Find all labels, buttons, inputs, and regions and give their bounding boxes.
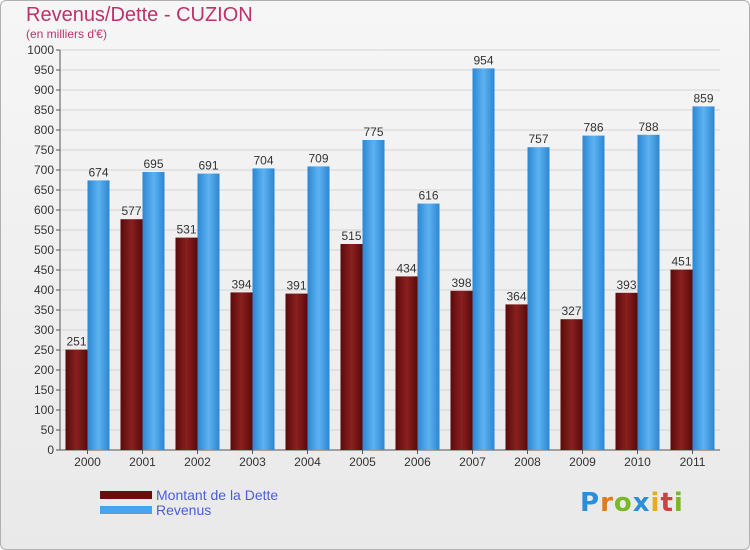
chart-subtitle: (en milliers d'€) — [26, 27, 107, 41]
x-tick-label: 2008 — [514, 455, 541, 469]
y-tick-label: 750 — [34, 143, 54, 157]
bar-debt — [395, 276, 418, 450]
grid-lines — [60, 49, 720, 451]
y-tick-label: 450 — [34, 263, 54, 277]
bar-revenue — [307, 166, 330, 450]
value-label-debt: 394 — [231, 277, 251, 291]
bar-debt — [65, 349, 88, 450]
value-label-debt: 434 — [396, 261, 416, 275]
bar-revenue — [472, 68, 495, 451]
y-tick-label: 250 — [34, 343, 54, 357]
bar-debt — [615, 292, 638, 450]
y-tick-label: 900 — [34, 83, 54, 97]
y-tick-label: 300 — [34, 323, 54, 337]
y-tick-label: 550 — [34, 223, 54, 237]
value-label-debt: 364 — [506, 289, 526, 303]
bar-revenue — [417, 203, 440, 450]
bar-debt — [670, 269, 693, 450]
bar-revenue — [527, 147, 550, 450]
y-tick-label: 200 — [34, 363, 54, 377]
chart-title: Revenus/Dette - CUZION — [26, 4, 253, 26]
value-label-revenue: 695 — [143, 157, 163, 171]
value-label-revenue: 788 — [638, 120, 658, 134]
bar-revenue — [637, 134, 660, 451]
x-tick-label: 2007 — [459, 455, 486, 469]
bar-revenue — [252, 168, 275, 450]
bar-revenue — [582, 135, 605, 450]
value-label-revenue: 757 — [528, 132, 548, 146]
bar-revenue — [362, 140, 385, 450]
bar-debt — [560, 319, 583, 450]
bar-debt — [120, 219, 143, 450]
value-label-debt: 398 — [451, 276, 471, 290]
proxiti-logo: Proxiti — [580, 488, 684, 518]
y-tick-label: 150 — [34, 383, 54, 397]
value-label-revenue: 786 — [583, 121, 603, 135]
value-label-revenue: 704 — [253, 153, 273, 167]
x-tick-label: 2011 — [680, 455, 706, 469]
y-tick-label: 800 — [34, 123, 54, 137]
value-label-revenue: 691 — [198, 159, 218, 173]
y-tick-label: 0 — [47, 443, 54, 457]
y-tick-label: 850 — [34, 103, 54, 117]
bar-revenue — [87, 180, 110, 450]
bar-debt — [450, 290, 473, 450]
y-tick-label: 400 — [34, 283, 54, 297]
value-label-revenue: 859 — [693, 91, 713, 105]
x-tick-label: 2001 — [129, 455, 156, 469]
value-label-debt: 531 — [176, 223, 196, 237]
legend-label-revenue: Revenus — [156, 501, 212, 518]
x-tick-label: 2002 — [184, 455, 211, 469]
bars — [65, 68, 715, 451]
bar-debt — [505, 304, 528, 450]
y-tick-label: 100 — [34, 403, 54, 417]
value-label-debt: 251 — [66, 335, 86, 349]
x-tick-label: 2010 — [624, 455, 651, 469]
legend: Montant de la Dette Revenus — [100, 486, 279, 518]
bar-debt — [230, 292, 253, 450]
value-label-debt: 451 — [671, 255, 691, 269]
y-tick-label: 500 — [34, 243, 54, 257]
bar-revenue — [197, 173, 220, 450]
y-tick-label: 350 — [34, 303, 54, 317]
value-label-debt: 577 — [121, 204, 141, 218]
x-tick-label: 2005 — [349, 455, 376, 469]
axes: 0 50 100 150 200 250 300 350 400 450 500 550 600 650 7… — [27, 43, 720, 469]
x-tick-label: 2004 — [294, 455, 321, 469]
bar-debt — [340, 244, 363, 450]
x-tick-label: 2003 — [239, 455, 266, 469]
value-label-debt: 391 — [286, 279, 306, 293]
value-labels: 251 674 577 695 531 691 394 704 391 709 515 775 434 6… — [66, 53, 713, 348]
legend-swatch-revenue — [100, 505, 152, 514]
legend-item-debt: Montant de la Dette — [100, 486, 279, 503]
value-label-revenue: 775 — [363, 125, 383, 139]
bar-revenue — [692, 106, 715, 451]
bar-debt — [285, 293, 308, 450]
bar-debt — [175, 237, 198, 450]
value-label-revenue: 674 — [88, 165, 108, 179]
value-label-revenue: 709 — [308, 151, 328, 165]
y-tick-label: 50 — [41, 423, 55, 437]
value-label-debt: 515 — [341, 229, 361, 243]
value-label-revenue: 616 — [418, 189, 438, 203]
x-tick-label: 2009 — [569, 455, 596, 469]
x-tick-label: 2000 — [74, 455, 101, 469]
legend-swatch-debt — [100, 490, 152, 499]
legend-label-debt: Montant de la Dette — [156, 486, 279, 503]
y-tick-label: 650 — [34, 183, 54, 197]
bar-revenue — [142, 172, 165, 450]
value-label-debt: 327 — [561, 304, 581, 318]
y-tick-label: 700 — [34, 163, 54, 177]
y-tick-label: 950 — [34, 63, 54, 77]
value-label-revenue: 954 — [473, 53, 493, 67]
x-tick-label: 2006 — [404, 455, 431, 469]
value-label-debt: 393 — [616, 278, 636, 292]
y-tick-label: 600 — [34, 203, 54, 217]
legend-item-revenue: Revenus — [100, 501, 278, 518]
y-tick-label: 1000 — [27, 43, 54, 57]
